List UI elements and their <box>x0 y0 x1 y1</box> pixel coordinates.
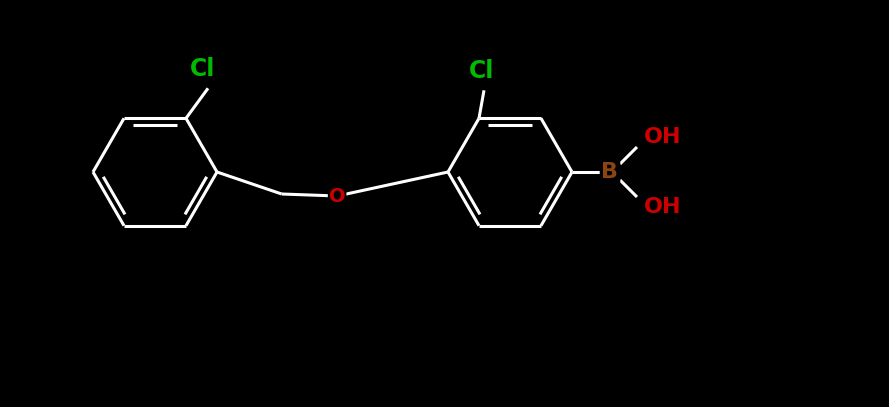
Text: OH: OH <box>644 197 682 217</box>
Text: Cl: Cl <box>190 57 216 81</box>
Text: B: B <box>602 162 619 182</box>
Text: Cl: Cl <box>469 59 494 83</box>
Text: O: O <box>329 186 346 206</box>
Text: OH: OH <box>644 127 682 147</box>
